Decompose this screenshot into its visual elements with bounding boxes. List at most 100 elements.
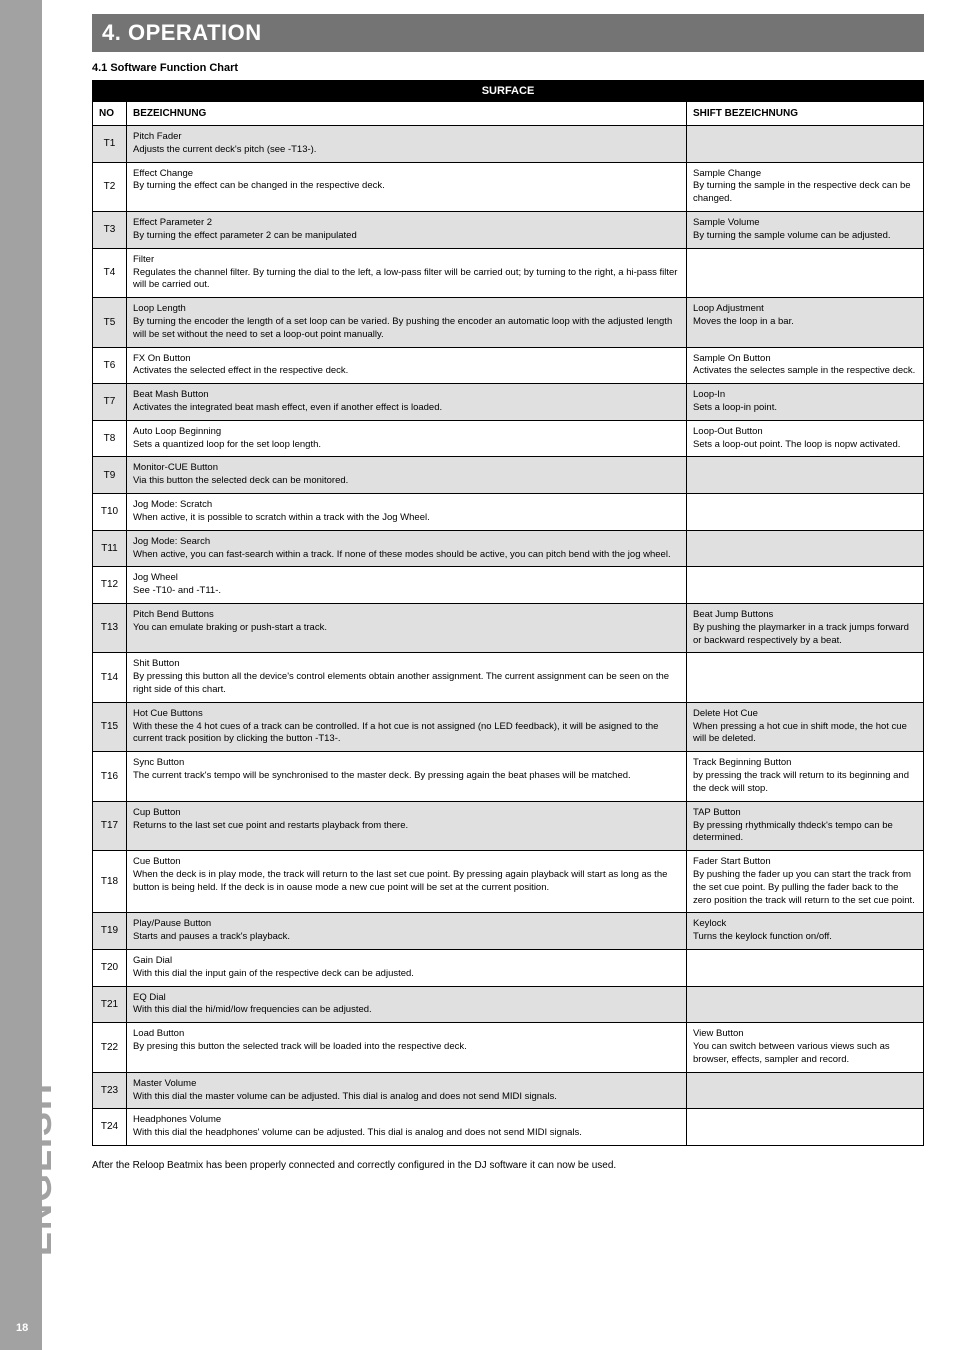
row-shift: Sample On ButtonActivates the selectes s…: [687, 347, 924, 384]
row-shift: View ButtonYou can switch between variou…: [687, 1023, 924, 1072]
shift-title: Keylock: [693, 918, 917, 931]
shift-body: Sets a loop-out point. The loop is nopw …: [693, 439, 917, 452]
row-no: T9: [93, 457, 127, 494]
table-row: T11 Jog Mode: SearchWhen active, you can …: [93, 530, 924, 567]
bez-body: Via this button the selected deck can be…: [133, 475, 680, 488]
bez-title: Play/Pause Button: [133, 918, 680, 931]
language-text: ENGLISH: [18, 1222, 60, 1256]
table-row: T10Jog Mode: ScratchWhen active, it is p…: [93, 494, 924, 531]
bez-title: Auto Loop Beginning: [133, 426, 680, 439]
row-shift: Fader Start ButtonBy pushing the fader u…: [687, 851, 924, 913]
bez-body: When active, it is possible to scratch w…: [133, 512, 680, 525]
row-shift: Loop-InSets a loop-in point.: [687, 384, 924, 421]
row-bezeichnung: Effect ChangeBy turning the effect can b…: [127, 162, 687, 211]
row-no: T10: [93, 494, 127, 531]
content-area: 4. OPERATION 4.1 Software Function Chart…: [92, 14, 924, 1171]
bez-body: When active, you can fast-search within …: [133, 549, 680, 562]
row-bezeichnung: Hot Cue ButtonsWith these the 4 hot cues…: [127, 702, 687, 751]
row-shift: [687, 950, 924, 987]
col-header-shift: SHIFT BEZEICHNUNG: [687, 102, 924, 126]
bez-body: Adjusts the current deck's pitch (see -T…: [133, 144, 680, 157]
table-row: T7Beat Mash ButtonActivates the integrat…: [93, 384, 924, 421]
shift-body: Activates the selectes sample in the res…: [693, 365, 917, 378]
table-row: T2Effect ChangeBy turning the effect can…: [93, 162, 924, 211]
bez-body: With this dial the master volume can be …: [133, 1091, 680, 1104]
row-no: T11: [93, 530, 127, 567]
bez-title: EQ Dial: [133, 992, 680, 1005]
row-shift: [687, 567, 924, 604]
row-shift: [687, 530, 924, 567]
row-no: T17: [93, 801, 127, 850]
row-no: T13: [93, 603, 127, 652]
shift-body: Turns the keylock function on/off.: [693, 931, 917, 944]
row-no: T6: [93, 347, 127, 384]
row-shift: [687, 653, 924, 702]
bez-title: Hot Cue Buttons: [133, 708, 680, 721]
row-shift: Loop-Out ButtonSets a loop-out point. Th…: [687, 420, 924, 457]
row-shift: Track Beginning Buttonby pressing the tr…: [687, 752, 924, 801]
row-no: T3: [93, 212, 127, 249]
shift-title: Loop Adjustment: [693, 303, 917, 316]
bez-title: Beat Mash Button: [133, 389, 680, 402]
shift-title: TAP Button: [693, 807, 917, 820]
bez-title: Monitor-CUE Button: [133, 462, 680, 475]
row-bezeichnung: Gain DialWith this dial the input gain o…: [127, 950, 687, 987]
row-no: T23: [93, 1072, 127, 1109]
row-shift: Sample VolumeBy turning the sample volum…: [687, 212, 924, 249]
shift-title: Sample Change: [693, 168, 917, 181]
row-no: T24: [93, 1109, 127, 1146]
row-no: T14: [93, 653, 127, 702]
row-no: T7: [93, 384, 127, 421]
bez-title: Sync Button: [133, 757, 680, 770]
shift-body: You can switch between various views suc…: [693, 1041, 917, 1067]
shift-title: Loop-In: [693, 389, 917, 402]
table-row: T1Pitch FaderAdjusts the current deck's …: [93, 126, 924, 163]
bez-title: Jog Mode: Search: [133, 536, 680, 549]
bez-body: With this dial the hi/mid/low frequencie…: [133, 1004, 680, 1017]
bez-title: Loop Length: [133, 303, 680, 316]
bez-title: Gain Dial: [133, 955, 680, 968]
row-no: T8: [93, 420, 127, 457]
row-bezeichnung: Load ButtonBy presing this button the se…: [127, 1023, 687, 1072]
row-bezeichnung: Play/Pause ButtonStarts and pauses a tra…: [127, 913, 687, 950]
bez-body: By turning the effect parameter 2 can be…: [133, 230, 680, 243]
shift-title: Sample On Button: [693, 353, 917, 366]
bez-body: Sets a quantized loop for the set loop l…: [133, 439, 680, 452]
row-no: T20: [93, 950, 127, 987]
table-row: T15Hot Cue ButtonsWith these the 4 hot c…: [93, 702, 924, 751]
table-row: T13 Pitch Bend ButtonsYou can emulate bra…: [93, 603, 924, 652]
row-bezeichnung: FX On ButtonActivates the selected effec…: [127, 347, 687, 384]
table-row: T20Gain DialWith this dial the input gai…: [93, 950, 924, 987]
bez-body: With these the 4 hot cues of a track can…: [133, 721, 680, 747]
page-number: 18: [16, 1322, 28, 1334]
table-row: T22Load ButtonBy presing this button the…: [93, 1023, 924, 1072]
shift-body: By pressing rhythmically thdeck's tempo …: [693, 820, 917, 846]
bez-body: With this dial the headphones' volume ca…: [133, 1127, 680, 1140]
bez-title: Cup Button: [133, 807, 680, 820]
row-shift: TAP ButtonBy pressing rhythmically thdec…: [687, 801, 924, 850]
row-bezeichnung: EQ DialWith this dial the hi/mid/low fre…: [127, 986, 687, 1023]
bez-body: Regulates the channel filter. By turning…: [133, 267, 680, 293]
row-no: T15: [93, 702, 127, 751]
row-shift: KeylockTurns the keylock function on/off…: [687, 913, 924, 950]
row-bezeichnung: Cup ButtonReturns to the last set cue po…: [127, 801, 687, 850]
shift-body: by pressing the track will return to its…: [693, 770, 917, 796]
table-row: T9 Monitor-CUE ButtonVia this button the …: [93, 457, 924, 494]
shift-body: Sets a loop-in point.: [693, 402, 917, 415]
bez-title: Pitch Bend Buttons: [133, 609, 680, 622]
bez-title: Master Volume: [133, 1078, 680, 1091]
row-no: T18: [93, 851, 127, 913]
shift-body: By pushing the fader up you can start th…: [693, 869, 917, 907]
row-bezeichnung: Cue ButtonWhen the deck is in play mode,…: [127, 851, 687, 913]
bez-body: You can emulate braking or push-start a …: [133, 622, 680, 635]
bez-body: Starts and pauses a track's playback.: [133, 931, 680, 944]
bez-body: By turning the encoder the length of a s…: [133, 316, 680, 342]
shift-title: Loop-Out Button: [693, 426, 917, 439]
row-bezeichnung: Jog Mode: ScratchWhen active, it is poss…: [127, 494, 687, 531]
col-header-bezeichnung: BEZEICHNUNG: [127, 102, 687, 126]
row-no: T1: [93, 126, 127, 163]
row-bezeichnung: Loop LengthBy turning the encoder the le…: [127, 298, 687, 347]
bez-body: By pressing this button all the device's…: [133, 671, 680, 697]
table-row: T16Sync ButtonThe current track's tempo …: [93, 752, 924, 801]
shift-title: View Button: [693, 1028, 917, 1041]
